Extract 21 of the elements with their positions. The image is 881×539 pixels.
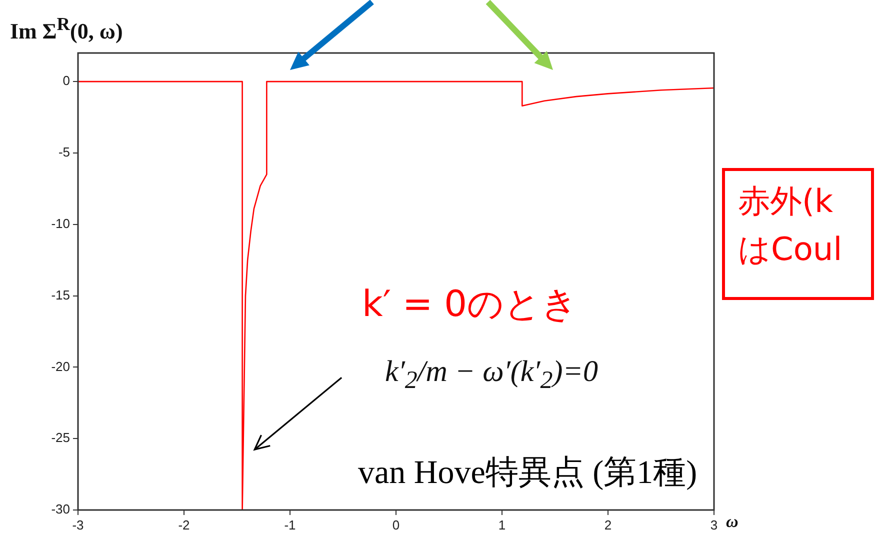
x-tick-label: -3 [72, 517, 84, 532]
annotation: k′$_{2}$/m − ω′(k′$_{2}$)=0 [385, 355, 598, 395]
y-tick-label: 0 [62, 73, 70, 88]
annotation: van Hove特異点 (第1種) [358, 454, 698, 493]
y-tick-label: -5 [58, 144, 70, 160]
annotation: k′ = 0のとき [362, 283, 578, 327]
x-tick-label: 3 [710, 517, 718, 532]
y-axis-title: Im Σ$^{R}$(0, ω) [10, 14, 123, 44]
x-tick-label: 0 [392, 517, 400, 532]
x-tick-label: 1 [498, 517, 506, 532]
text: 赤外(k [738, 181, 834, 222]
y-tick-label: -15 [51, 287, 70, 302]
x-tick-label: -2 [178, 517, 190, 532]
y-tick-label: -25 [51, 430, 70, 446]
y-tick-label: -20 [51, 358, 70, 374]
x-tick-label: -1 [284, 517, 296, 532]
text: はCoul [738, 229, 842, 270]
y-tick-label: -10 [51, 216, 70, 231]
x-tick-label: 2 [604, 517, 612, 532]
y-tick-label: -30 [51, 502, 70, 517]
x-axis-title: ω [726, 512, 738, 532]
